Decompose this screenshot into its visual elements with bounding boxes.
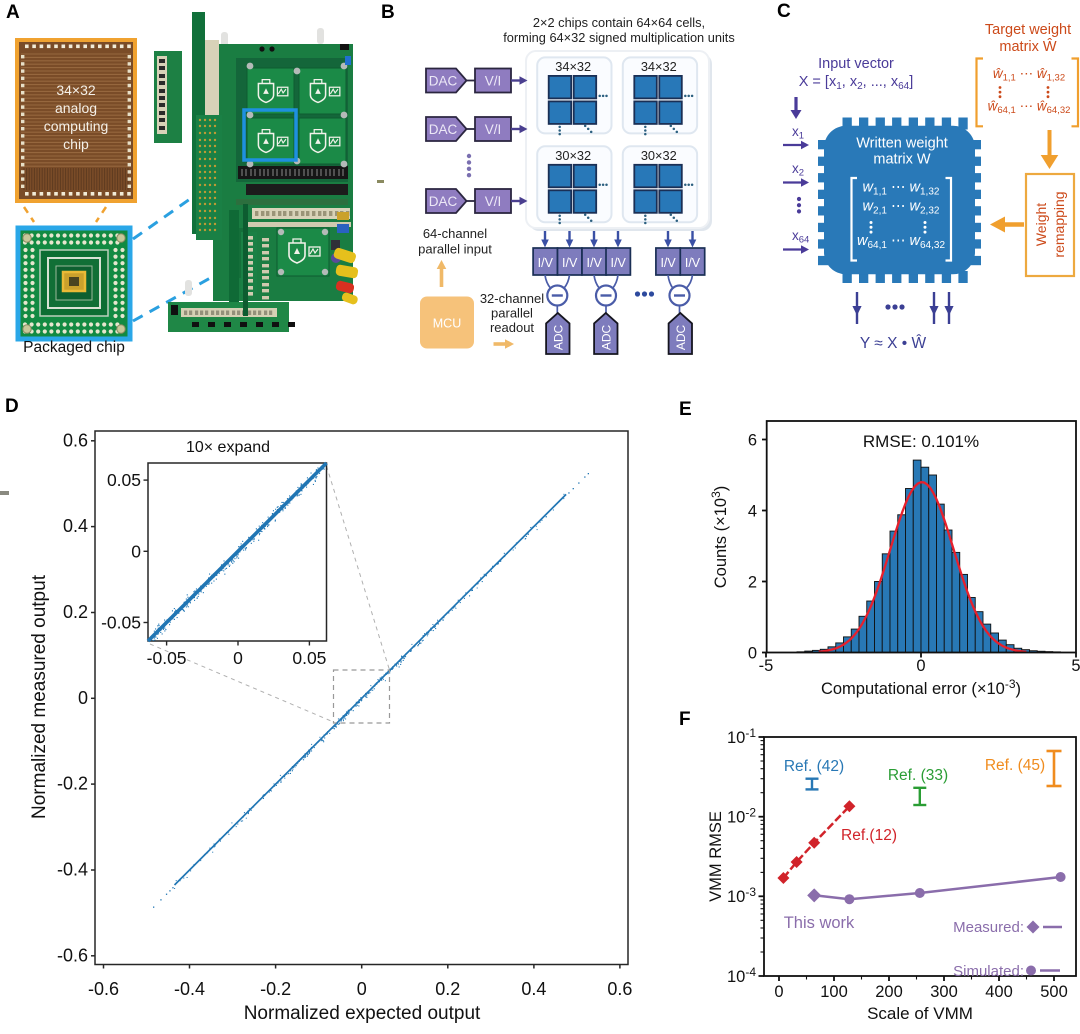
svg-text:Ref. (33): Ref. (33) xyxy=(888,767,948,784)
svg-text:V/I: V/I xyxy=(485,73,502,88)
svg-text:64-channel: 64-channel xyxy=(423,226,487,241)
svg-text:Ref. (42): Ref. (42) xyxy=(784,758,844,775)
svg-text:readout: readout xyxy=(490,320,534,335)
svg-text:400: 400 xyxy=(985,983,1013,1001)
svg-text:Ref.(12): Ref.(12) xyxy=(841,827,897,844)
svg-text:DAC: DAC xyxy=(429,73,458,88)
svg-text:matrix Ŵ: matrix Ŵ xyxy=(999,38,1057,55)
svg-text:-0.6: -0.6 xyxy=(57,945,88,965)
svg-text:0.6: 0.6 xyxy=(607,979,632,999)
svg-text:A: A xyxy=(6,2,20,23)
svg-text:chip: chip xyxy=(63,136,89,152)
svg-text:2×2 chips contain 64×64 cells,: 2×2 chips contain 64×64 cells, xyxy=(533,15,705,30)
svg-text:V/I: V/I xyxy=(485,122,502,137)
svg-text:parallel: parallel xyxy=(491,306,533,321)
svg-text:0.05: 0.05 xyxy=(107,470,141,490)
svg-text:10× expand: 10× expand xyxy=(186,439,270,456)
svg-text:VMM RMSE: VMM RMSE xyxy=(707,811,725,902)
svg-text:D: D xyxy=(5,396,19,417)
svg-text:F: F xyxy=(679,709,691,730)
svg-text:Weight: Weight xyxy=(1033,203,1049,246)
svg-text:V/I: V/I xyxy=(485,194,502,209)
svg-text:-0.4: -0.4 xyxy=(57,860,88,880)
svg-text:Measured:: Measured: xyxy=(953,919,1024,936)
svg-text:2: 2 xyxy=(748,573,757,591)
svg-text:DAC: DAC xyxy=(429,122,458,137)
svg-text:Scale of VMM: Scale of VMM xyxy=(867,1004,973,1023)
svg-text:B: B xyxy=(381,2,395,23)
svg-text:matrix W: matrix W xyxy=(873,152,931,168)
svg-text:Packaged chip: Packaged chip xyxy=(23,339,125,356)
svg-text:-0.2: -0.2 xyxy=(260,979,291,999)
svg-text:30×32: 30×32 xyxy=(555,148,591,163)
svg-text:I/V: I/V xyxy=(587,256,603,270)
svg-text:-0.2: -0.2 xyxy=(57,774,88,794)
svg-text:MCU: MCU xyxy=(433,317,461,331)
svg-text:E: E xyxy=(679,399,692,420)
svg-text:0.6: 0.6 xyxy=(63,430,88,450)
svg-text:0.4: 0.4 xyxy=(521,979,546,999)
svg-text:RMSE: 0.101%: RMSE: 0.101% xyxy=(863,432,979,451)
svg-text:X = [x1, x2, ..., x64]: X = [x1, x2, ..., x64] xyxy=(799,74,914,92)
svg-text:-0.4: -0.4 xyxy=(174,979,205,999)
svg-text:0.2: 0.2 xyxy=(63,602,88,622)
svg-text:DAC: DAC xyxy=(429,194,458,209)
svg-text:0: 0 xyxy=(78,688,88,708)
svg-text:0: 0 xyxy=(357,979,367,999)
svg-text:computing: computing xyxy=(44,118,109,134)
svg-text:This work: This work xyxy=(784,914,855,932)
svg-text:I/V: I/V xyxy=(538,256,554,270)
svg-text:Normalized expected output: Normalized expected output xyxy=(244,1003,481,1024)
svg-text:34×32: 34×32 xyxy=(555,59,591,74)
svg-text:ŵ64,1 ⋯ ŵ64,32: ŵ64,1 ⋯ ŵ64,32 xyxy=(988,99,1071,117)
svg-text:Computational error (×10-3): Computational error (×10-3) xyxy=(821,677,1021,698)
svg-text:Y ≈ X • Ŵ: Y ≈ X • Ŵ xyxy=(860,335,927,352)
svg-text:5: 5 xyxy=(1071,657,1080,675)
svg-text:0.4: 0.4 xyxy=(63,516,88,536)
svg-text:4: 4 xyxy=(748,502,757,520)
svg-text:100: 100 xyxy=(820,983,848,1001)
svg-text:remapping: remapping xyxy=(1051,191,1067,257)
svg-text:0: 0 xyxy=(131,541,141,561)
svg-text:I/V: I/V xyxy=(660,256,676,270)
svg-text:I/V: I/V xyxy=(611,256,627,270)
svg-text:forming 64×32 signed multiplic: forming 64×32 signed multiplication unit… xyxy=(503,30,735,45)
svg-text:300: 300 xyxy=(930,983,958,1001)
svg-text:0: 0 xyxy=(916,657,925,675)
svg-text:0: 0 xyxy=(748,644,757,662)
svg-text:0.2: 0.2 xyxy=(435,979,460,999)
svg-text:30×32: 30×32 xyxy=(641,148,677,163)
svg-text:I/V: I/V xyxy=(685,256,701,270)
svg-text:34×32: 34×32 xyxy=(641,59,677,74)
svg-text:-5: -5 xyxy=(759,657,774,675)
svg-text:-0.6: -0.6 xyxy=(88,979,119,999)
svg-text:I/V: I/V xyxy=(562,256,578,270)
svg-text:Counts (×103): Counts (×103) xyxy=(709,486,730,589)
svg-text:6: 6 xyxy=(748,431,757,449)
svg-text:Target weight: Target weight xyxy=(985,22,1071,38)
svg-text:0: 0 xyxy=(233,648,243,668)
svg-text:Written weight: Written weight xyxy=(856,136,948,152)
svg-text:ADC: ADC xyxy=(552,325,566,351)
svg-text:200: 200 xyxy=(875,983,903,1001)
svg-text:34×32: 34×32 xyxy=(56,82,96,98)
svg-text:32-channel: 32-channel xyxy=(480,291,544,306)
svg-text:0: 0 xyxy=(774,983,783,1001)
svg-text:analog: analog xyxy=(55,100,97,116)
svg-text:ADC: ADC xyxy=(600,325,614,351)
svg-text:-0.05: -0.05 xyxy=(147,648,187,668)
svg-text:0.05: 0.05 xyxy=(292,648,326,668)
svg-text:Input vector: Input vector xyxy=(818,56,894,72)
svg-text:Normalized measured output: Normalized measured output xyxy=(29,574,50,819)
svg-text:C: C xyxy=(777,1,791,22)
svg-text:500: 500 xyxy=(1040,983,1068,1001)
svg-text:-0.05: -0.05 xyxy=(101,613,141,633)
svg-text:parallel input: parallel input xyxy=(418,242,492,257)
svg-text:Simulated:: Simulated: xyxy=(953,963,1024,980)
svg-text:Ref. (45): Ref. (45) xyxy=(985,757,1045,774)
svg-text:ADC: ADC xyxy=(674,325,688,351)
